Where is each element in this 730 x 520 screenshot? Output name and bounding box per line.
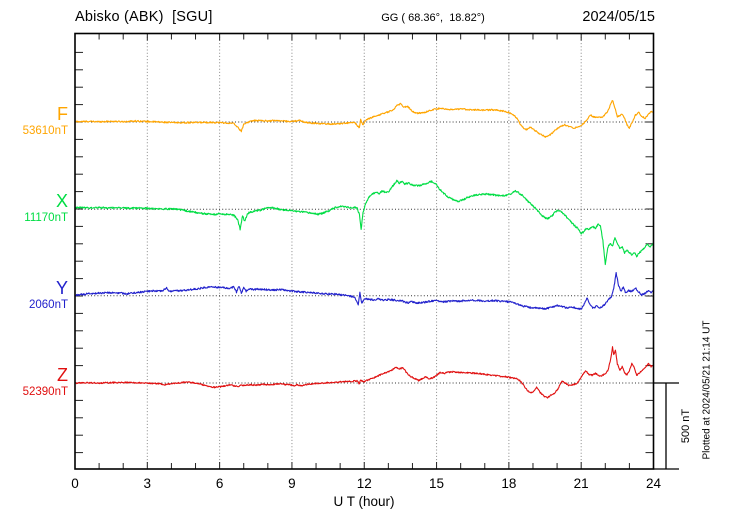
component-F: F 53610nT [0,105,68,138]
grid-lines [146,33,582,469]
xtick-label-18: 18 [501,476,517,491]
geo-coordinates: GG ( 68.36°, 18.82°) [381,12,485,24]
component-Y: Y 2060nT [0,279,68,312]
xtick-label-15: 15 [429,476,445,491]
trace-X [74,179,655,266]
station-title: Abisko (ABK) [SGU] [75,9,213,25]
series-Z-baseline-value: 52390nT [22,386,68,398]
xtick-label-3: 3 [143,476,152,491]
scalebar-label: 500 nT [680,408,692,444]
xtick-label-24: 24 [645,476,662,491]
xtick-label-0: 0 [71,476,79,491]
traces [74,100,655,399]
scale-bar [653,382,679,470]
series-Y-letter: Y [55,277,68,298]
series-Y-baseline-value: 2060nT [28,298,68,311]
trace-Z [74,346,655,399]
xtick-label-6: 6 [215,476,224,491]
xtick-label-21: 21 [573,476,589,491]
xaxis-title: U T (hour) [333,494,395,509]
series-X-baseline-value: 11170nT [24,212,68,225]
plotted-at-note: Plotted at 2024/05/21 21:14 UT [701,320,713,460]
xtick-label-12: 12 [356,476,372,491]
xtick-label-9: 9 [288,476,296,491]
baseline-lines [75,121,654,384]
plot-date: 2024/05/15 [582,9,655,25]
component-X: X 11170nT [0,192,68,225]
plot-frame [74,32,655,470]
axis-ticks [75,33,654,469]
series-F-baseline-value: 53610nT [22,125,68,137]
trace-F [74,100,655,138]
series-Z-letter: Z [57,365,68,385]
component-Z: Z 52390nT [0,366,68,399]
series-F-letter: F [57,104,68,124]
series-X-letter: X [55,191,68,212]
trace-Y [74,271,655,311]
